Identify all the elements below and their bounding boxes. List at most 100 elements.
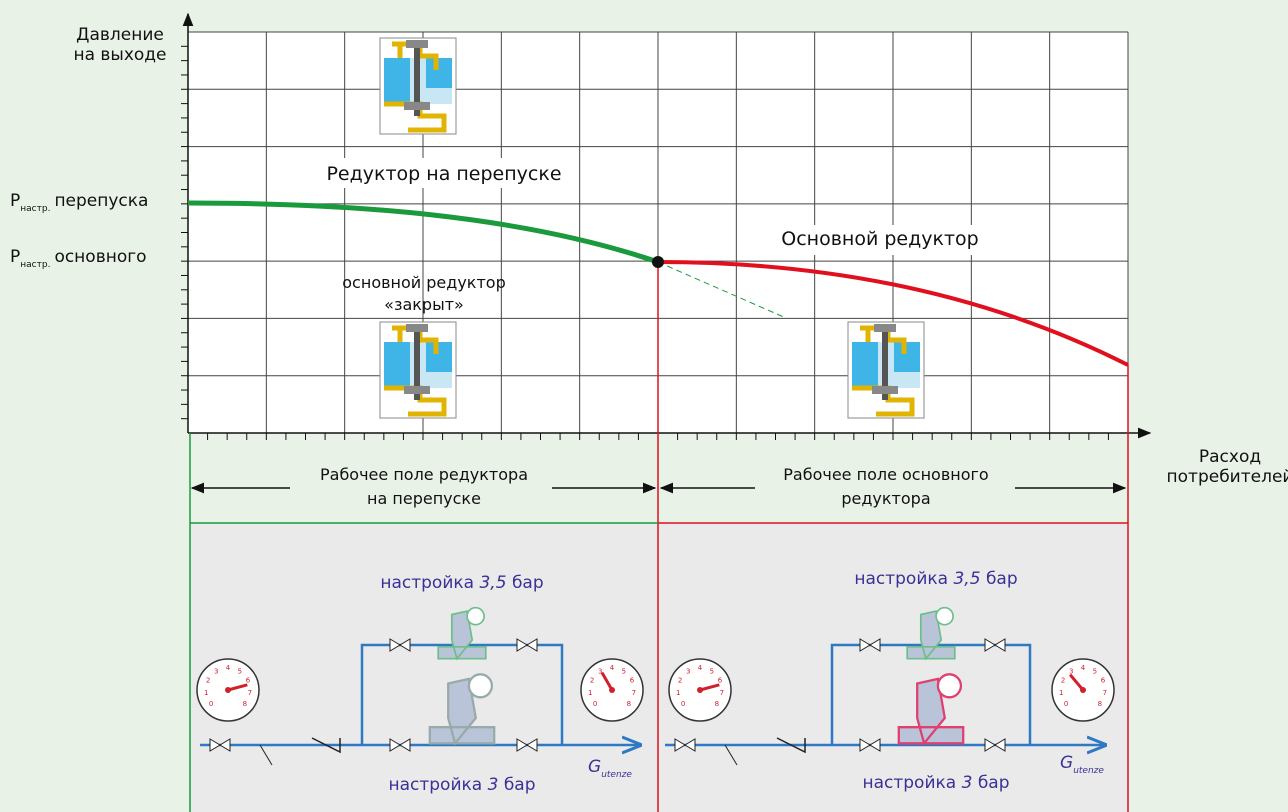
label-bg: [768, 225, 992, 255]
gauge-digit: 6: [246, 677, 251, 685]
reducer-body: [897, 677, 965, 746]
strainer: [259, 744, 273, 766]
valve-symbol: [389, 638, 411, 652]
valve-symbol: [209, 738, 231, 752]
icon-cap: [406, 40, 428, 48]
gauge-digit: 0: [681, 700, 685, 708]
icon-stem: [414, 46, 420, 116]
gauge-hub: [697, 687, 703, 693]
gauge-digit: 4: [226, 664, 231, 672]
y-axis-label: Давление на выходе: [73, 25, 166, 65]
gauge-digit: 2: [590, 677, 594, 685]
reducer-gauge: [467, 673, 494, 699]
gauge-needle: [600, 671, 614, 691]
icon-cap: [406, 324, 428, 332]
gauge-digit: 1: [204, 689, 208, 697]
valve-symbol: [516, 738, 538, 752]
gauge-digit: 1: [588, 689, 592, 697]
icon-cap: [874, 324, 896, 332]
gauge-digit: 7: [248, 689, 252, 697]
valve-icon: [379, 321, 457, 419]
gauge-digit: 1: [1059, 689, 1063, 697]
dashed-extension: [657, 261, 787, 319]
valve-symbol: [984, 738, 1006, 752]
main-curve: [657, 260, 1129, 367]
gauge-digit: 3: [598, 667, 602, 675]
lower-panel: [190, 523, 1128, 812]
gauge-digit: 5: [238, 667, 242, 675]
gauge-digit: 7: [1103, 689, 1107, 697]
reducer-gauge: [936, 673, 963, 699]
zone-label: Основной редуктор: [781, 228, 978, 250]
flow-label: Gutenze: [588, 757, 632, 780]
strainer: [724, 744, 738, 766]
closed-label: основной редуктор «закрыт»: [342, 273, 505, 314]
gauge-digit: 6: [630, 677, 635, 685]
gauge-digit: 6: [1101, 677, 1106, 685]
axis-ticks: [181, 45, 1109, 440]
setting-label: настройка 3 бар: [862, 773, 1009, 793]
icon-disc: [404, 102, 430, 110]
zone-label: Редуктор на перепуске: [326, 163, 561, 185]
gauge-digit: 5: [622, 667, 626, 675]
gauge-digit: 8: [1098, 700, 1102, 708]
field-label: Рабочее поле основного редуктора: [783, 465, 988, 508]
gauge-hub: [225, 687, 231, 693]
label-bg: [312, 158, 576, 188]
gauge-digit: 8: [627, 700, 631, 708]
pressure-reducer: [428, 673, 496, 746]
gauge-digit: 3: [686, 667, 690, 675]
reducer-body: [437, 610, 487, 661]
pressure-reducer: [906, 606, 956, 661]
gauge-digit: 4: [1081, 664, 1086, 672]
gauge-needle: [1068, 673, 1085, 691]
gauge-digit: 6: [718, 677, 723, 685]
valve-symbol: [984, 638, 1006, 652]
gauge-needle: [699, 683, 720, 692]
gauge-hub: [609, 687, 615, 693]
gauge-digit: 7: [632, 689, 636, 697]
gauge-hub: [1080, 687, 1086, 693]
flow-label: Gutenze: [1060, 753, 1104, 776]
setting-label: настройка 3,5 бар: [380, 573, 543, 593]
check-valve: [776, 737, 806, 754]
gauge-digit: 4: [610, 664, 615, 672]
setting-label: настройка 3,5 бар: [854, 569, 1017, 589]
gauge-digit: 5: [710, 667, 714, 675]
pressure-reducer: [897, 673, 965, 746]
valve-icon: [379, 37, 457, 135]
reducer-gauge: [466, 606, 485, 626]
gauge-digit: 0: [209, 700, 213, 708]
valve-symbol: [859, 638, 881, 652]
gauge-digit: 2: [678, 677, 682, 685]
gauge-digit: 1: [676, 689, 680, 697]
icon-disc: [404, 386, 430, 394]
valve-symbol: [859, 738, 881, 752]
field-label: Рабочее поле редуктора на перепуске: [320, 465, 528, 508]
icon-stem: [414, 330, 420, 400]
reducer-body: [906, 610, 956, 661]
icon-disc: [872, 386, 898, 394]
valve-symbol: [674, 738, 696, 752]
switch-point: [652, 256, 664, 268]
p-bypass-label: Pнастр. перепуска: [10, 191, 148, 214]
setting-label: настройка 3 бар: [388, 775, 535, 795]
gauge-digit: 3: [1069, 667, 1073, 675]
gauge-digit: 8: [243, 700, 247, 708]
check-valve: [311, 737, 341, 754]
gauge-digit: 4: [698, 664, 703, 672]
gauge-digit: 3: [214, 667, 218, 675]
gauge-needle: [227, 683, 248, 692]
icon-stem: [882, 330, 888, 400]
gauge-digit: 0: [593, 700, 597, 708]
gauge-digit: 0: [1064, 700, 1068, 708]
gauge-digit: 2: [1061, 677, 1065, 685]
reducer-body: [428, 677, 496, 746]
x-axis-label: Расход потребителей: [1167, 447, 1288, 487]
gauge-digit: 8: [715, 700, 719, 708]
valve-symbol: [516, 638, 538, 652]
valve-icon: [847, 321, 925, 419]
gauge-digit: 5: [1093, 667, 1097, 675]
p-main-label: Pнастр. основного: [10, 247, 147, 270]
